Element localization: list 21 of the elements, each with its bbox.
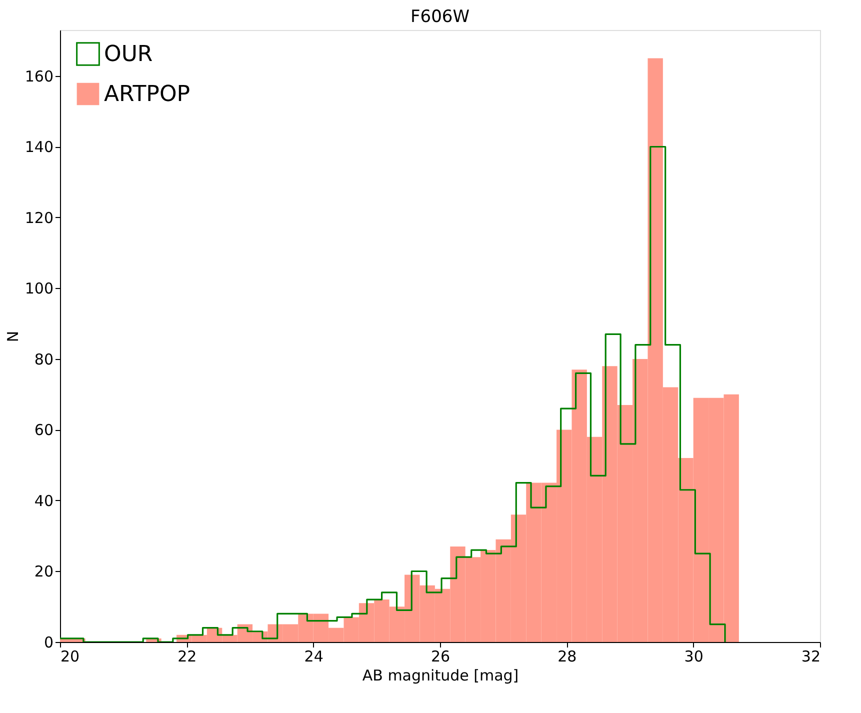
y-tick-label: 100 [24,280,54,298]
y-tick-label: 0 [44,634,54,652]
y-tick-label: 40 [34,492,54,510]
x-tick-label: 26 [430,648,450,666]
y-tick-label: 20 [34,562,54,581]
chart-title: F606W [410,7,470,27]
x-tick-label: 32 [801,648,820,666]
y-tick-label: 120 [24,208,54,227]
x-tick-label: 30 [684,648,704,666]
y-tick-label: 160 [24,67,54,86]
y-tick-label: 140 [24,138,54,156]
x-tick-label: 28 [558,648,577,666]
x-tick-label: 24 [304,648,324,666]
x-tick-label: 22 [178,648,197,666]
legend-label: ARTPOP [104,82,190,107]
x-tick-label: 20 [60,648,80,666]
y-tick-label: 80 [34,350,54,368]
x-axis-title: AB magnitude [mag] [362,666,519,684]
y-axis-title: N [4,330,22,342]
y-tick-label: 60 [34,421,54,440]
legend-label: OUR [104,42,153,67]
